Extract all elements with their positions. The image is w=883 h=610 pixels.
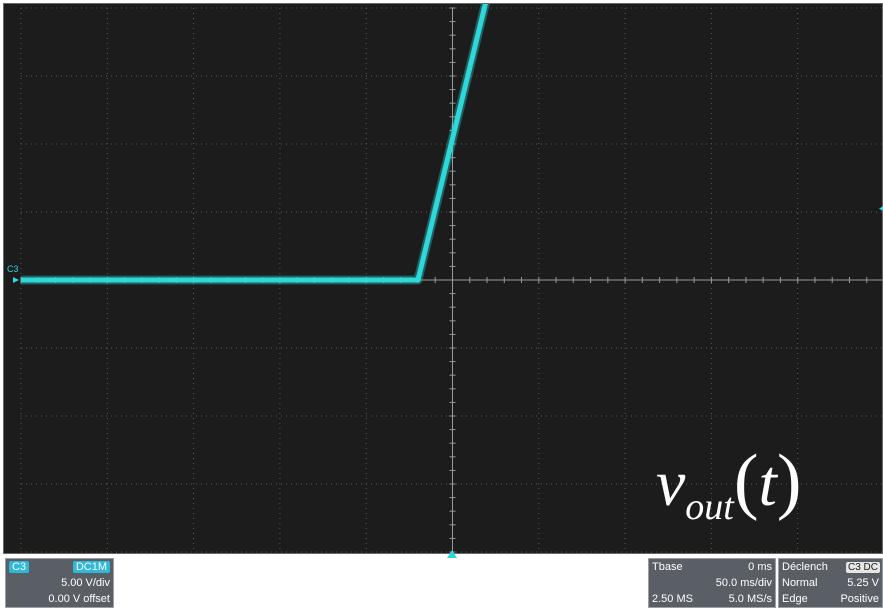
channel-marker-label: C3	[7, 264, 19, 274]
channel-label: C3	[9, 561, 30, 573]
trigger-label: Déclench	[782, 561, 828, 573]
timebase-label: Tbase	[652, 561, 683, 573]
channel-panel[interactable]: C3 DC1M 5.00 V/div 0.00 V offset	[5, 558, 114, 608]
time-per-div: 50.0 ms/div	[715, 577, 772, 589]
timebase-panel[interactable]: Tbase 0 ms 50.0 ms/div 2.50 MS 5.0 MS/s	[648, 558, 776, 608]
timebase-delay: 0 ms	[748, 561, 772, 573]
trigger-mode: Normal	[782, 577, 818, 589]
formula-paren-open: (	[733, 440, 759, 522]
formula-paren-close: )	[776, 440, 802, 522]
formula-var: t	[758, 447, 777, 520]
formula-base: v	[656, 447, 686, 520]
sample-rate: 5.0 MS/s	[728, 593, 772, 605]
coupling-label: DC1M	[72, 561, 110, 573]
trigger-type: Edge	[782, 593, 808, 605]
trigger-slope: Positive	[840, 593, 879, 605]
sample-count: 2.50 MS	[652, 593, 693, 605]
trigger-source-badge: C3 DC	[845, 562, 880, 573]
volts-per-div: 5.00 V/div	[61, 577, 110, 589]
channel-ground-marker	[13, 277, 19, 283]
trigger-position-marker	[447, 550, 457, 558]
trigger-level: 5.25 V	[847, 577, 879, 589]
offset-value: 0.00 V offset	[48, 593, 110, 605]
waveform-trace	[21, 4, 488, 283]
formula-subscript: out	[685, 486, 734, 528]
scope-display: C3 vout(t)	[3, 3, 883, 558]
formula-annotation: vout(t)	[656, 444, 802, 526]
trigger-level-marker	[879, 206, 883, 212]
trigger-panel[interactable]: Déclench C3 DC Normal 5.25 V Edge Positi…	[778, 558, 883, 608]
plot-area	[13, 4, 883, 553]
